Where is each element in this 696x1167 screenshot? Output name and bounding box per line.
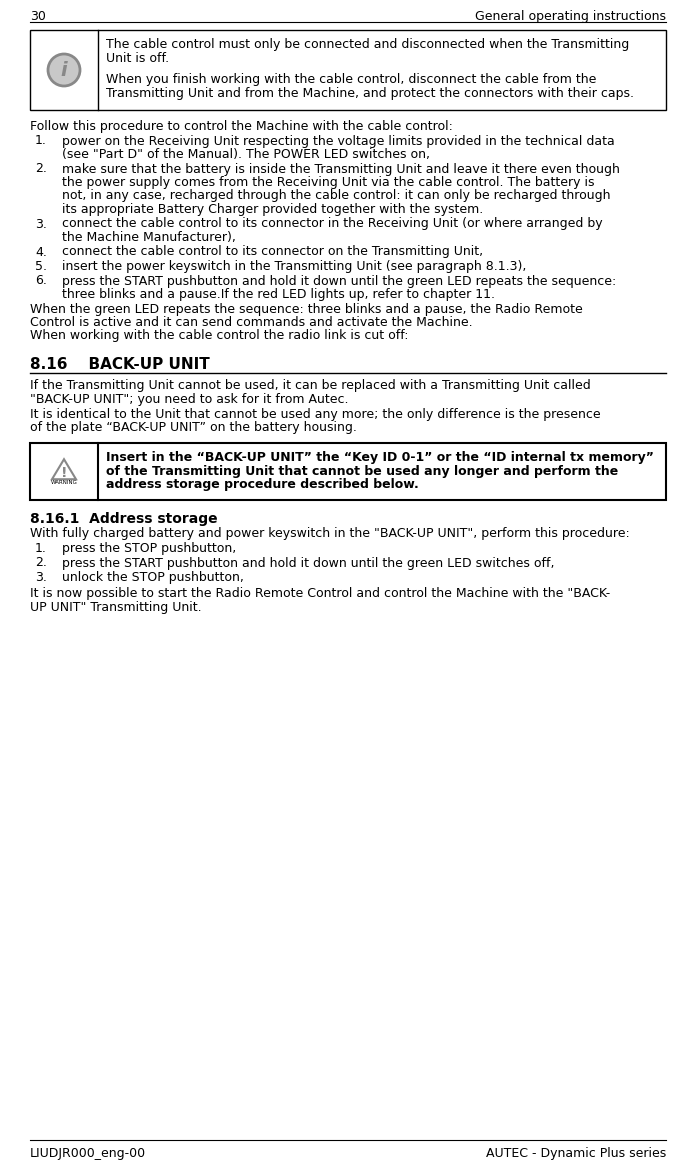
Text: 8.16    BACK-UP UNIT: 8.16 BACK-UP UNIT (30, 357, 209, 372)
Text: (see "Part D" of the Manual). The POWER LED switches on,: (see "Part D" of the Manual). The POWER … (62, 148, 430, 161)
Text: of the plate “BACK-UP UNIT” on the battery housing.: of the plate “BACK-UP UNIT” on the batte… (30, 421, 357, 434)
Text: unlock the STOP pushbutton,: unlock the STOP pushbutton, (62, 571, 244, 584)
Text: When the green LED repeats the sequence: three blinks and a pause, the Radio Rem: When the green LED repeats the sequence:… (30, 302, 583, 315)
Text: Insert in the “BACK-UP UNIT” the “Key ID 0-1” or the “ID internal tx memory”: Insert in the “BACK-UP UNIT” the “Key ID… (106, 450, 654, 464)
Text: Transmitting Unit and from the Machine, and protect the connectors with their ca: Transmitting Unit and from the Machine, … (106, 86, 634, 99)
Polygon shape (52, 460, 76, 480)
Text: !: ! (61, 467, 68, 481)
Text: 3.: 3. (35, 217, 47, 231)
Bar (30, 30, 666, 110)
Text: three blinks and a pause.If the red LED lights up, refer to chapter 11.: three blinks and a pause.If the red LED … (62, 288, 495, 301)
Text: UP UNIT" Transmitting Unit.: UP UNIT" Transmitting Unit. (30, 601, 202, 614)
Text: press the START pushbutton and hold it down until the green LED repeats the sequ: press the START pushbutton and hold it d… (62, 274, 616, 287)
Text: 1.: 1. (35, 134, 47, 147)
Text: the Machine Manufacturer),: the Machine Manufacturer), (62, 231, 236, 244)
Text: Unit is off.: Unit is off. (106, 51, 169, 64)
Text: LIUDJR000_eng-00: LIUDJR000_eng-00 (30, 1147, 146, 1160)
Text: of the Transmitting Unit that cannot be used any longer and perform the: of the Transmitting Unit that cannot be … (106, 464, 618, 477)
Text: 30: 30 (30, 11, 46, 23)
Text: its appropriate Battery Charger provided together with the system.: its appropriate Battery Charger provided… (62, 203, 483, 216)
Text: It is identical to the Unit that cannot be used any more; the only difference is: It is identical to the Unit that cannot … (30, 408, 601, 421)
Text: connect the cable control to its connector in the Receiving Unit (or where arran: connect the cable control to its connect… (62, 217, 603, 231)
Text: When you finish working with the cable control, disconnect the cable from the: When you finish working with the cable c… (106, 74, 596, 86)
Text: It is now possible to start the Radio Remote Control and control the Machine wit: It is now possible to start the Radio Re… (30, 587, 610, 601)
Text: 4.: 4. (35, 245, 47, 259)
Text: connect the cable control to its connector on the Transmitting Unit,: connect the cable control to its connect… (62, 245, 483, 259)
Text: 8.16.1  Address storage: 8.16.1 Address storage (30, 511, 218, 525)
Text: 5.: 5. (35, 260, 47, 273)
Text: 3.: 3. (35, 571, 47, 584)
Text: 6.: 6. (35, 274, 47, 287)
Text: power on the Receiving Unit respecting the voltage limits provided in the techni: power on the Receiving Unit respecting t… (62, 134, 615, 147)
Text: insert the power keyswitch in the Transmitting Unit (see paragraph 8.1.3),: insert the power keyswitch in the Transm… (62, 260, 526, 273)
Circle shape (48, 54, 80, 86)
Text: i: i (61, 61, 68, 79)
Text: The cable control must only be connected and disconnected when the Transmitting: The cable control must only be connected… (106, 39, 629, 51)
Text: Follow this procedure to control the Machine with the cable control:: Follow this procedure to control the Mac… (30, 120, 453, 133)
Text: When working with the cable control the radio link is cut off:: When working with the cable control the … (30, 329, 409, 342)
Text: Control is active and it can send commands and activate the Machine.: Control is active and it can send comman… (30, 316, 473, 329)
Text: the power supply comes from the Receiving Unit via the cable control. The batter: the power supply comes from the Receivin… (62, 176, 594, 189)
Bar (30, 443, 666, 499)
Text: make sure that the battery is inside the Transmitting Unit and leave it there ev: make sure that the battery is inside the… (62, 162, 620, 175)
Text: 2.: 2. (35, 557, 47, 569)
Text: not, in any case, recharged through the cable control: it can only be recharged : not, in any case, recharged through the … (62, 189, 610, 203)
Text: 1.: 1. (35, 541, 47, 555)
Text: press the START pushbutton and hold it down until the green LED switches off,: press the START pushbutton and hold it d… (62, 557, 555, 569)
Text: With fully charged battery and power keyswitch in the "BACK-UP UNIT", perform th: With fully charged battery and power key… (30, 527, 630, 540)
Text: If the Transmitting Unit cannot be used, it can be replaced with a Transmitting : If the Transmitting Unit cannot be used,… (30, 379, 591, 392)
Text: press the STOP pushbutton,: press the STOP pushbutton, (62, 541, 236, 555)
Text: General operating instructions: General operating instructions (475, 11, 666, 23)
Text: AUTEC - Dynamic Plus series: AUTEC - Dynamic Plus series (486, 1147, 666, 1160)
Text: WARNING: WARNING (51, 481, 77, 485)
Text: "BACK-UP UNIT"; you need to ask for it from Autec.: "BACK-UP UNIT"; you need to ask for it f… (30, 392, 349, 405)
Text: address storage procedure described below.: address storage procedure described belo… (106, 478, 419, 491)
Text: 2.: 2. (35, 162, 47, 175)
